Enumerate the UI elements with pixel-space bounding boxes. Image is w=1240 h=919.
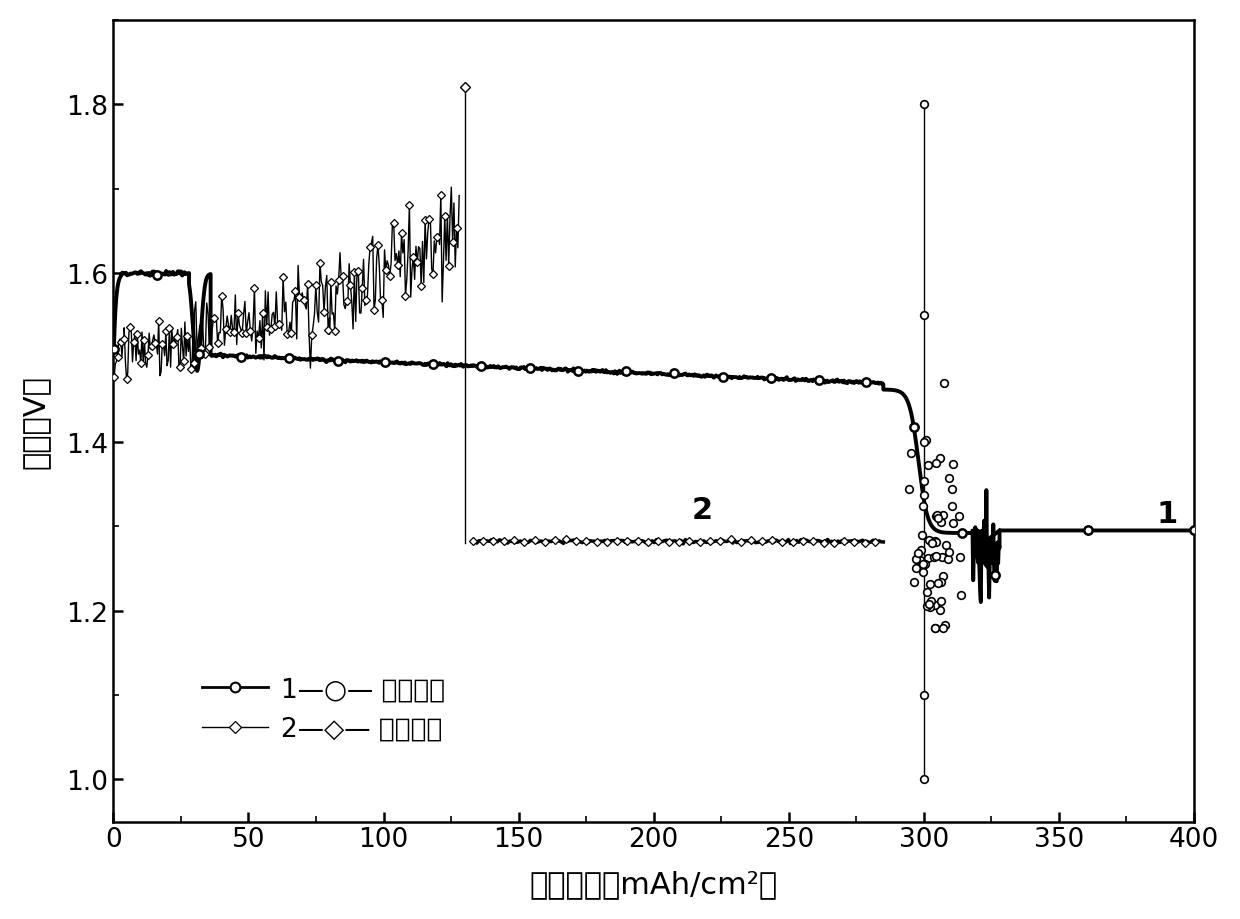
X-axis label: 充电容量（mAh/cm²）: 充电容量（mAh/cm²） <box>529 869 777 898</box>
Text: 2: 2 <box>692 495 713 524</box>
Y-axis label: 电压（V）: 电压（V） <box>21 374 50 468</box>
Text: 1: 1 <box>1157 500 1178 528</box>
Legend: 1—○— 梯度电极, 2—◇— 传统电极: 1—○— 梯度电极, 2—◇— 传统电极 <box>191 666 456 753</box>
